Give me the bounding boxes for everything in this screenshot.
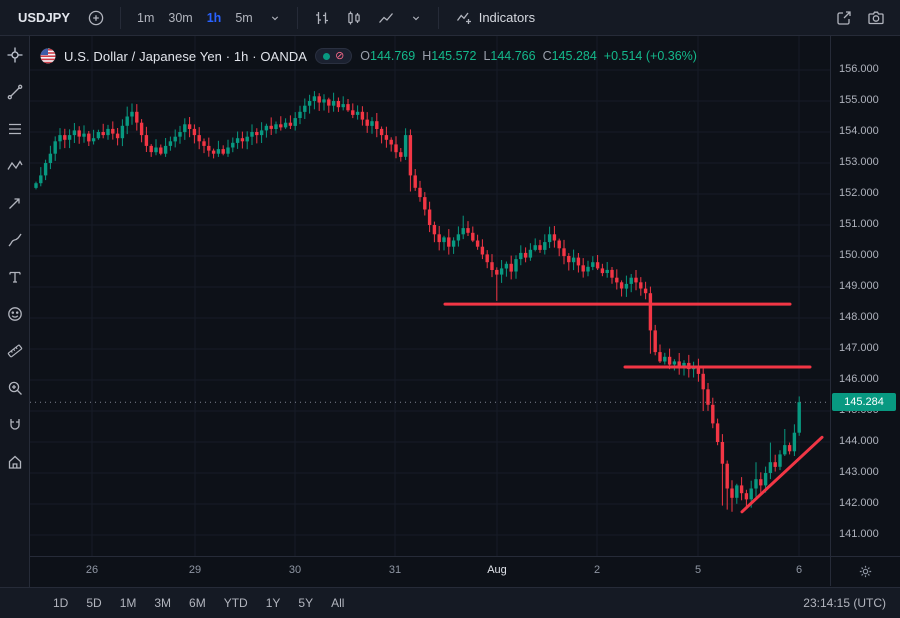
open-label: O xyxy=(360,49,371,63)
chart-plot[interactable]: U.S. Dollar / Japanese Yen · 1h · OANDA … xyxy=(30,36,830,556)
top-toolbar-right xyxy=(830,6,890,30)
chart-column: U.S. Dollar / Japanese Yen · 1h · OANDA … xyxy=(30,36,900,587)
range-1d[interactable]: 1D xyxy=(46,593,75,613)
emoji-tool-icon[interactable] xyxy=(6,305,24,323)
price-axis-label: 148.000 xyxy=(839,311,879,323)
open-value: 144.769 xyxy=(370,49,416,63)
time-axis-row: 26 29 30 31 Aug 2 5 6 xyxy=(30,556,900,586)
interval-chevron-down-icon[interactable] xyxy=(263,8,287,28)
price-axis-label: 144.000 xyxy=(839,435,879,447)
forecast-tool-icon[interactable] xyxy=(6,194,24,212)
range-5d[interactable]: 5D xyxy=(79,593,108,613)
time-axis-corner xyxy=(830,557,900,586)
pattern-tool-icon[interactable] xyxy=(6,157,24,175)
home-tool-icon[interactable] xyxy=(6,453,24,471)
low-label: L xyxy=(483,49,491,63)
close-label: C xyxy=(542,49,552,63)
timeframe-group: 1m 30m 1h 5m xyxy=(131,7,259,29)
divider xyxy=(296,6,298,29)
line-chart-style-icon[interactable] xyxy=(372,6,400,30)
indicators-label: Indicators xyxy=(478,10,536,25)
range-3m[interactable]: 3M xyxy=(147,593,178,613)
camera-snapshot-icon[interactable] xyxy=(862,6,890,30)
price-axis[interactable]: 145.284 156.000 155.000 154.000 153.000 152.… xyxy=(830,36,900,556)
time-axis[interactable]: 26 29 30 31 Aug 2 5 6 xyxy=(30,557,830,586)
high-label: H xyxy=(422,49,432,63)
time-axis-label: 29 xyxy=(188,564,202,576)
market-status-pill[interactable]: ⊘ xyxy=(315,48,353,64)
price-axis-label: 143.000 xyxy=(839,466,879,478)
range-all[interactable]: All xyxy=(324,593,351,613)
clock[interactable]: 23:14:15 (UTC) xyxy=(803,596,886,610)
indicators-button[interactable]: Indicators xyxy=(449,5,541,31)
price-axis-label: 141.000 xyxy=(839,528,879,540)
price-axis-label: 156.000 xyxy=(839,63,879,75)
crosshair-tool-icon[interactable] xyxy=(6,46,24,64)
text-tool-icon[interactable] xyxy=(6,268,24,286)
time-axis-label: 5 xyxy=(694,564,702,576)
bottom-toolbar: 1D 5D 1M 3M 6M YTD 1Y 5Y All 23:14:15 (UTC) xyxy=(0,587,900,618)
time-axis-label: 30 xyxy=(288,564,302,576)
delayed-data-icon: ⊘ xyxy=(335,49,345,62)
fib-retracement-tool-icon[interactable] xyxy=(6,120,24,138)
range-1y[interactable]: 1Y xyxy=(259,593,288,613)
indicators-icon xyxy=(455,9,473,27)
candlestick-chart[interactable] xyxy=(30,36,830,556)
price-axis-label: 152.000 xyxy=(839,187,879,199)
last-price-badge: 145.284 xyxy=(832,393,896,412)
measure-tool-icon[interactable] xyxy=(6,342,24,360)
time-axis-label: 6 xyxy=(795,564,803,576)
axis-settings-gear-icon[interactable] xyxy=(853,561,878,582)
high-value: 145.572 xyxy=(431,49,477,63)
low-value: 144.766 xyxy=(490,49,536,63)
range-5y[interactable]: 5Y xyxy=(291,593,320,613)
range-1m[interactable]: 1M xyxy=(113,593,144,613)
ohlc-readout: O144.769 H145.572 L144.766 C145.284 +0.5… xyxy=(360,49,697,63)
timeframe-1h[interactable]: 1h xyxy=(201,7,228,29)
price-axis-label: 153.000 xyxy=(839,156,879,168)
open-in-new-window-icon[interactable] xyxy=(830,6,858,30)
brush-tool-icon[interactable] xyxy=(6,231,24,249)
time-axis-label: Aug xyxy=(487,564,507,576)
time-axis-label: 2 xyxy=(593,564,601,576)
us-flag-icon xyxy=(40,48,56,64)
bar-chart-style-icon[interactable] xyxy=(308,6,336,30)
price-axis-label: 142.000 xyxy=(839,497,879,509)
drawing-toolbar xyxy=(0,36,30,587)
price-axis-label: 154.000 xyxy=(839,125,879,137)
price-axis-label: 149.000 xyxy=(839,280,879,292)
candles-style-icon[interactable] xyxy=(340,6,368,30)
chart-row: U.S. Dollar / Japanese Yen · 1h · OANDA … xyxy=(30,36,900,556)
top-toolbar: USDJPY 1m 30m 1h 5m xyxy=(0,0,900,36)
time-axis-label: 26 xyxy=(85,564,99,576)
price-axis-label: 151.000 xyxy=(839,218,879,230)
market-open-dot-icon xyxy=(323,52,331,60)
top-toolbar-left: USDJPY 1m 30m 1h 5m xyxy=(10,5,541,31)
timeframe-30m[interactable]: 30m xyxy=(162,7,198,29)
price-axis-label: 155.000 xyxy=(839,94,879,106)
magnet-tool-icon[interactable] xyxy=(6,416,24,434)
date-range-group: 1D 5D 1M 3M 6M YTD 1Y 5Y All xyxy=(46,593,351,613)
change-value: +0.514 (+0.36%) xyxy=(603,49,697,63)
trend-line-tool-icon[interactable] xyxy=(6,83,24,101)
price-axis-label: 147.000 xyxy=(839,342,879,354)
time-axis-label: 31 xyxy=(388,564,402,576)
price-axis-label: 146.000 xyxy=(839,373,879,385)
chart-legend: U.S. Dollar / Japanese Yen · 1h · OANDA … xyxy=(40,48,697,64)
divider xyxy=(437,6,439,29)
range-ytd[interactable]: YTD xyxy=(217,593,255,613)
range-6m[interactable]: 6M xyxy=(182,593,213,613)
divider xyxy=(120,6,122,29)
chart-style-chevron-down-icon[interactable] xyxy=(404,8,428,28)
chart-title[interactable]: U.S. Dollar / Japanese Yen · 1h · OANDA xyxy=(64,48,308,64)
timeframe-1m[interactable]: 1m xyxy=(131,7,160,29)
timeframe-5m[interactable]: 5m xyxy=(229,7,258,29)
zoom-in-tool-icon[interactable] xyxy=(6,379,24,397)
close-value: 145.284 xyxy=(551,49,597,63)
main-area: U.S. Dollar / Japanese Yen · 1h · OANDA … xyxy=(0,36,900,587)
symbol-button[interactable]: USDJPY xyxy=(10,6,78,29)
compare-add-icon[interactable] xyxy=(82,6,110,30)
price-axis-label: 150.000 xyxy=(839,249,879,261)
